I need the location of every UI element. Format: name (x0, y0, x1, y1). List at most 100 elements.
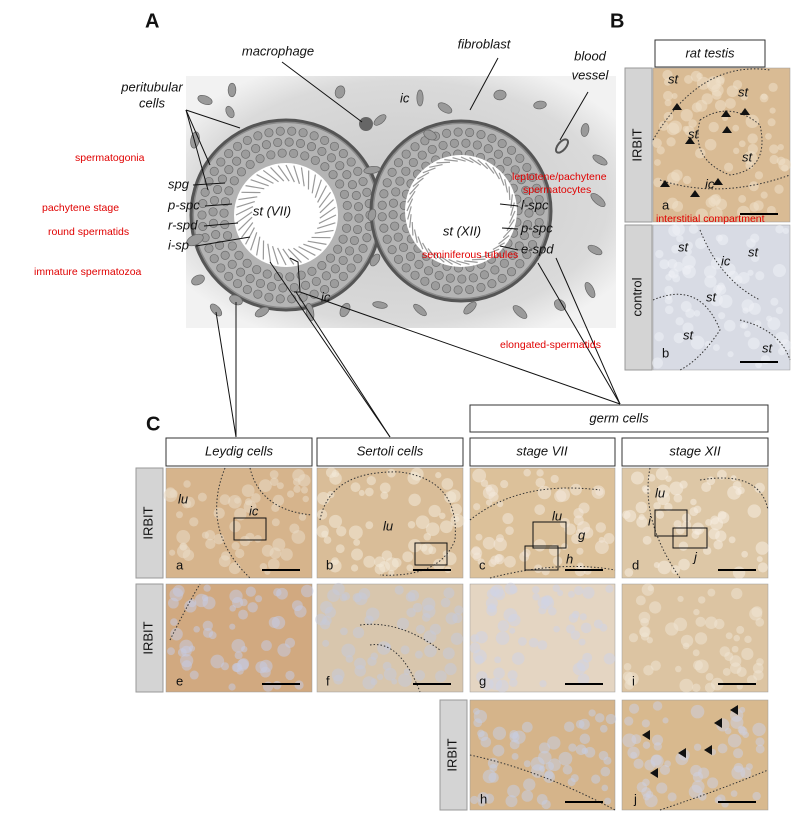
germ-cell (320, 285, 330, 295)
germ-cell (306, 142, 317, 152)
cell-nucleus (358, 489, 365, 496)
spermatid-tail (406, 198, 414, 212)
germ-cell (266, 150, 276, 160)
cell-nucleus (450, 503, 462, 516)
cell-nucleus (505, 795, 518, 808)
group-header: germ cells (589, 410, 649, 425)
cell-nucleus (659, 764, 671, 776)
germ-cell (493, 149, 503, 159)
label: cells (139, 95, 166, 110)
spermatid-tail (456, 260, 470, 265)
germ-cell (442, 284, 452, 294)
cell-nucleus (753, 670, 764, 681)
interstitial-cell (229, 294, 243, 306)
interstitial-cell (416, 89, 424, 107)
germ-cell (523, 196, 533, 207)
cell-nucleus (414, 650, 423, 659)
cell-nucleus (680, 634, 694, 648)
cell-nucleus (536, 794, 548, 805)
cell-nucleus (365, 521, 374, 530)
cell-nucleus (424, 644, 437, 658)
germ-cell (353, 254, 363, 264)
cell-nucleus (693, 743, 702, 751)
cell-nucleus (364, 615, 374, 625)
cell-nucleus (657, 560, 672, 575)
spermatid-tail (282, 248, 295, 265)
cell-nucleus (714, 100, 726, 112)
cell-nucleus (658, 121, 669, 131)
cell-nucleus (414, 670, 426, 681)
spermatid-tail (508, 210, 516, 224)
cell-nucleus (640, 617, 649, 627)
cell-nucleus (605, 713, 617, 725)
spermatid-tail (427, 248, 437, 260)
cell-nucleus (504, 555, 516, 568)
label: st (668, 71, 680, 86)
germ-cell (476, 130, 486, 140)
cell-nucleus (656, 782, 668, 794)
spermatid-tail (236, 211, 253, 224)
cell-nucleus (505, 526, 514, 535)
cell-nucleus (690, 498, 697, 506)
cell-nucleus (663, 78, 672, 86)
spermatid-tail (293, 165, 301, 184)
cell-nucleus (673, 493, 683, 503)
cell-nucleus (429, 623, 442, 635)
spermatid-tail (238, 216, 253, 231)
cell-nucleus (671, 244, 680, 254)
cell-nucleus (667, 171, 680, 185)
germ-cell (275, 126, 285, 136)
label: lu (552, 508, 562, 523)
cell-nucleus (495, 679, 509, 693)
cell-nucleus (271, 503, 280, 512)
cell-nucleus (654, 159, 661, 166)
cell-nucleus (755, 744, 765, 754)
cell-nucleus (354, 664, 367, 677)
interstitial-cell (437, 102, 453, 114)
cell-nucleus (733, 748, 744, 759)
germ-cell (311, 276, 321, 286)
cell-nucleus (412, 602, 423, 613)
cell-nucleus (507, 784, 520, 798)
cell-nucleus (376, 673, 384, 681)
spermatid-tail (407, 206, 412, 220)
cell-nucleus (756, 556, 763, 563)
label: spg (168, 176, 190, 191)
germ-cell (408, 157, 418, 168)
annotation: interstitial compartment (656, 213, 765, 225)
spermatid-tail (486, 248, 500, 255)
spermatid-tail (421, 242, 430, 255)
spermatid-tail (317, 185, 327, 203)
cell-nucleus (604, 797, 612, 805)
germ-cell (338, 234, 348, 244)
label: st (688, 126, 700, 141)
cell-nucleus (705, 197, 717, 208)
germ-cell (405, 251, 416, 262)
row-label: IRBIT (140, 506, 155, 539)
cell-nucleus (548, 758, 561, 772)
cell-nucleus (652, 138, 662, 148)
panel-letter: f (326, 673, 330, 688)
cell-nucleus (628, 633, 639, 643)
cell-nucleus (629, 703, 640, 714)
spermatid-tail (444, 159, 458, 162)
germ-cell (339, 189, 350, 199)
row-label: IRBIT (140, 621, 155, 654)
germ-cell (465, 284, 475, 295)
spermatid-tail (492, 242, 505, 251)
cell-nucleus (350, 564, 359, 572)
cell-nucleus (402, 551, 414, 563)
cell-nucleus (244, 498, 253, 506)
cell-nucleus (439, 512, 446, 520)
germ-cell (388, 198, 398, 208)
row-label-box (135, 583, 164, 693)
cell-nucleus (239, 535, 251, 547)
interstitial-cell (413, 303, 427, 317)
cell-nucleus (408, 493, 421, 507)
cell-nucleus (229, 520, 241, 533)
arrowhead (642, 730, 650, 740)
label: ic (721, 253, 731, 268)
cell-nucleus (705, 673, 714, 681)
spermatid-tail (413, 229, 418, 243)
spermatid-tail (311, 174, 316, 194)
